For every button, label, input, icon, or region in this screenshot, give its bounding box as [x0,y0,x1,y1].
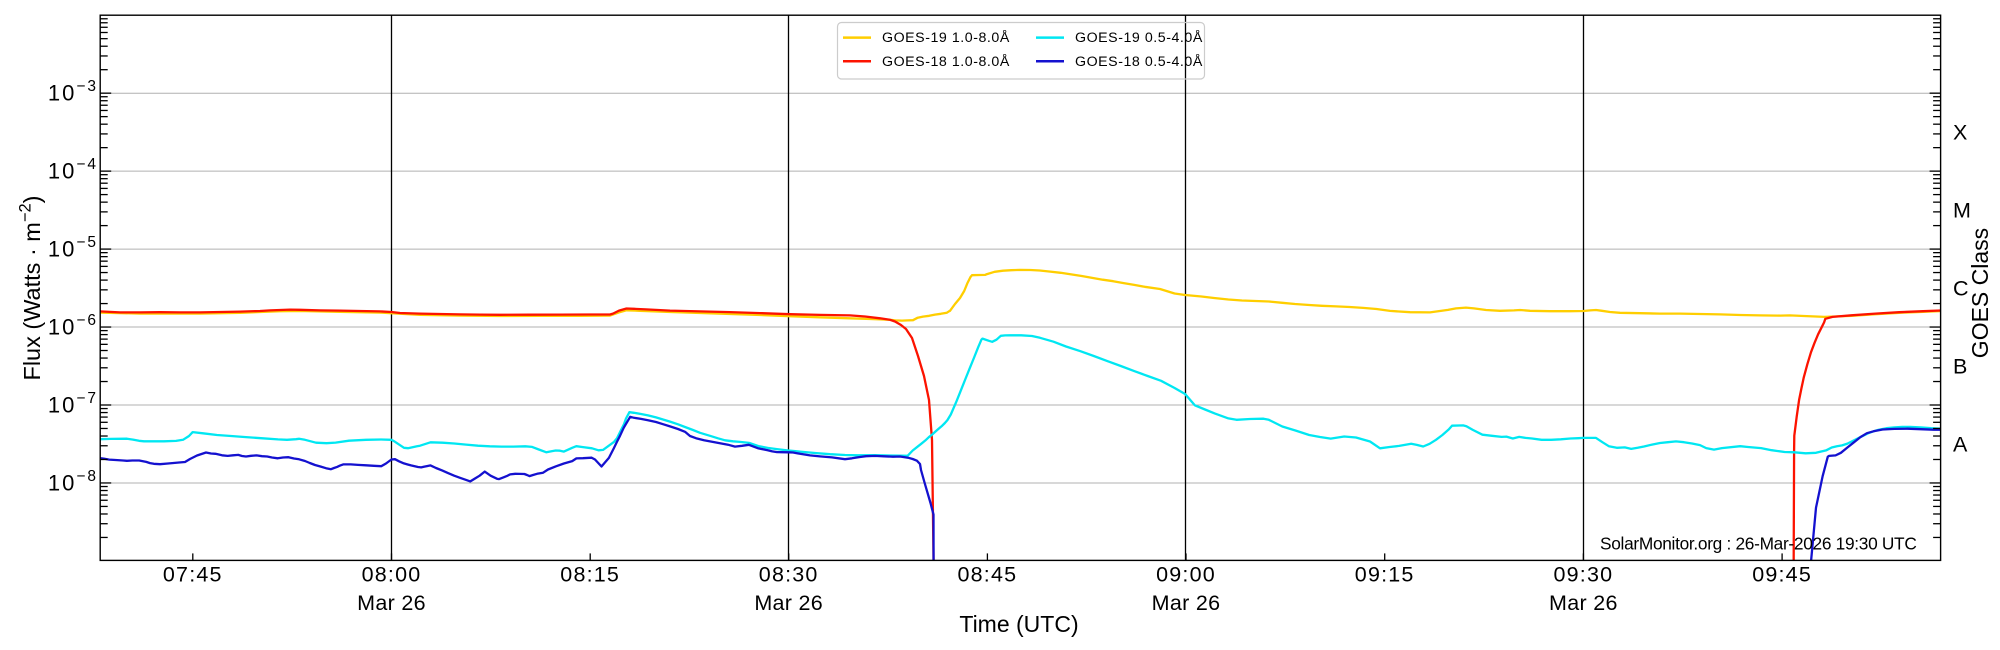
svg-text:08:45: 08:45 [957,563,1017,587]
svg-text:10−3: 10−3 [48,78,98,106]
svg-text:Mar 26: Mar 26 [1152,591,1221,615]
svg-text:Mar 26: Mar 26 [1549,591,1618,615]
svg-text:GOES-18 0.5-4.0Å: GOES-18 0.5-4.0Å [1075,53,1203,70]
svg-text:A: A [1953,432,1968,456]
svg-text:GOES-19 1.0-8.0Å: GOES-19 1.0-8.0Å [882,29,1010,46]
svg-text:Flux (Watts · m−2): Flux (Watts · m−2) [17,195,46,380]
svg-text:Mar 26: Mar 26 [357,591,426,615]
svg-text:GOES-18 1.0-8.0Å: GOES-18 1.0-8.0Å [882,53,1010,70]
svg-text:10−4: 10−4 [48,156,98,184]
svg-text:GOES-19 0.5-4.0Å: GOES-19 0.5-4.0Å [1075,29,1203,46]
svg-text:09:15: 09:15 [1355,563,1415,587]
svg-text:09:00: 09:00 [1156,563,1216,587]
svg-text:09:30: 09:30 [1553,563,1613,587]
svg-text:08:00: 08:00 [362,563,422,587]
svg-text:Mar 26: Mar 26 [754,591,823,615]
svg-text:09:45: 09:45 [1752,563,1812,587]
svg-text:07:45: 07:45 [163,563,223,587]
svg-text:10−6: 10−6 [48,312,98,340]
svg-text:B: B [1953,354,1967,378]
svg-text:M: M [1953,198,1971,222]
svg-text:08:15: 08:15 [560,563,620,587]
svg-text:Time (UTC): Time (UTC) [959,611,1078,637]
svg-text:C: C [1953,276,1969,300]
svg-text:08:30: 08:30 [759,563,819,587]
svg-text:SolarMonitor.org : 26-Mar-2026: SolarMonitor.org : 26-Mar-2026 19:30 UTC [1600,534,1917,554]
svg-text:GOES Class: GOES Class [1967,228,1993,358]
svg-text:X: X [1953,121,1967,145]
